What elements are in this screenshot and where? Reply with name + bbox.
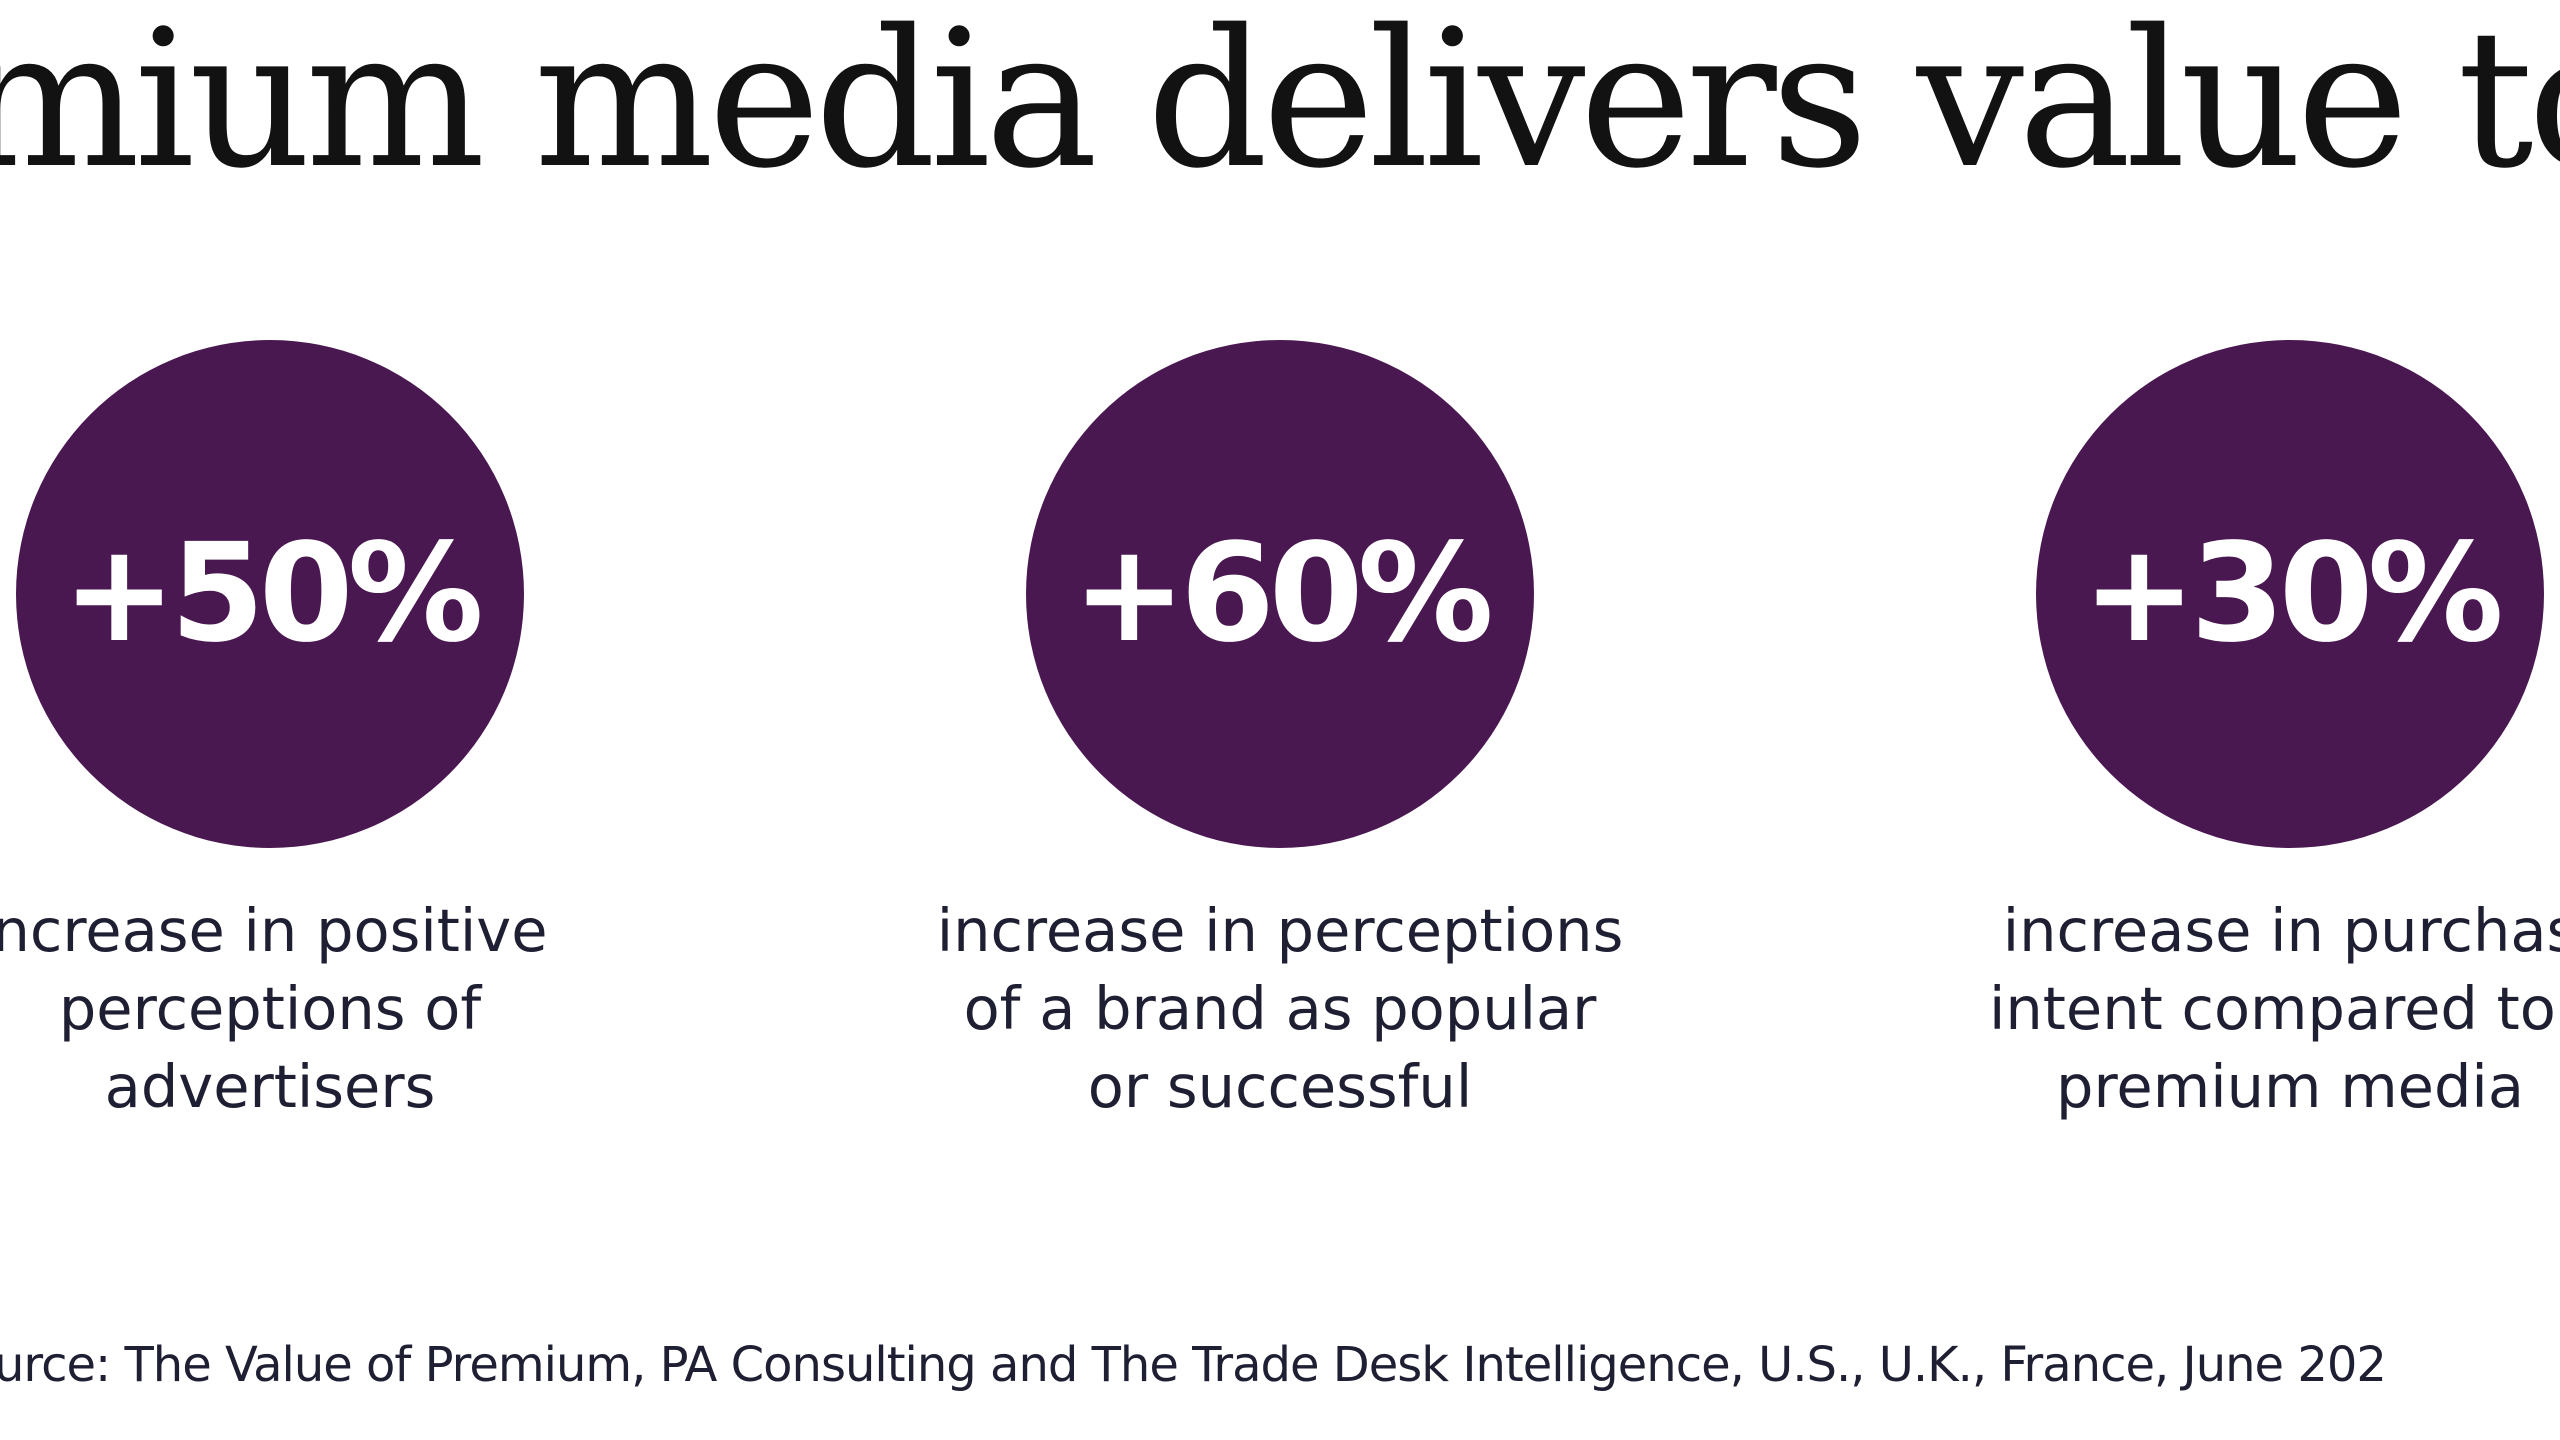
stat-description-line: premium media <box>2056 1052 2524 1121</box>
stat-description-line: intent compared to l <box>1989 974 2560 1043</box>
source-citation: urce: The Value of Premium, PA Consultin… <box>0 1337 2387 1393</box>
stat-description: ncrease in positive perceptions of adver… <box>0 892 680 1126</box>
stat-description-line: advertisers <box>104 1052 436 1121</box>
stat-value: +50% <box>62 515 483 673</box>
stat-description-line: increase in perceptions <box>936 896 1624 965</box>
headline: mium media delivers value to adv <box>0 0 2560 210</box>
stat-circle: +50% <box>16 340 524 848</box>
stat-description-line: ncrease in positive <box>0 896 548 965</box>
stat-description-line: perceptions of <box>58 974 482 1043</box>
stat-description-line: increase in purchas <box>2002 896 2560 965</box>
stat-value: +30% <box>2082 515 2503 673</box>
stat-description-line: of a brand as popular <box>963 974 1597 1043</box>
stat-description: increase in purchas intent compared to l… <box>1880 892 2560 1126</box>
stat-description-line: or successful <box>1087 1052 1473 1121</box>
stat-circle: +60% <box>1026 340 1534 848</box>
stat-value: +60% <box>1072 515 1493 673</box>
stat-description: increase in perceptions of a brand as po… <box>870 892 1690 1126</box>
stat-circle: +30% <box>2036 340 2544 848</box>
